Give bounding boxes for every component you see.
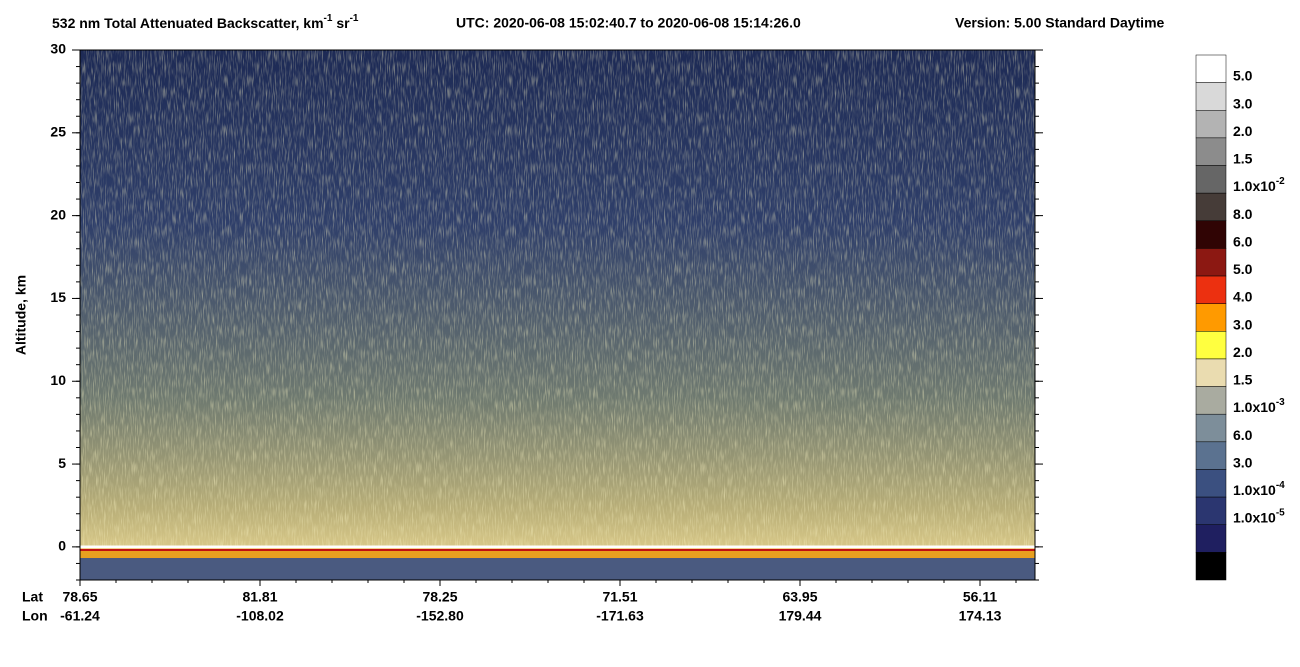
colorbar-label: 2.0 (1233, 123, 1253, 139)
y-tick-label: 25 (50, 124, 66, 140)
lon-label: 179.44 (779, 608, 822, 624)
text-part: 6.0 (1233, 427, 1253, 443)
lat-label: 56.11 (963, 589, 997, 605)
y-tick-label: 15 (50, 289, 66, 305)
colorbar-cell (1195, 248, 1227, 277)
y-tick-label: 10 (50, 372, 66, 388)
utc-range: UTC: 2020-06-08 15:02:40.7 to 2020-06-08… (456, 15, 801, 31)
y-tick-label: 20 (50, 206, 66, 222)
text-part: 1.5 (1233, 150, 1253, 166)
colorbar-cell (1195, 275, 1227, 304)
y-tick-label: 5 (58, 455, 66, 471)
colorbar-label: 5.0 (1233, 67, 1253, 83)
lon-label: -171.63 (596, 608, 644, 624)
colorbar-cell (1195, 469, 1227, 498)
lon-label: -152.80 (416, 608, 464, 624)
colorbar-cell (1195, 303, 1227, 332)
superscript: -4 (1276, 480, 1285, 491)
text-part: 3.0 (1233, 95, 1253, 111)
text-part: 1.5 (1233, 371, 1253, 387)
text-part: 8.0 (1233, 205, 1253, 221)
colorbar-label: 1.0x10-2​ (1233, 176, 1285, 194)
colorbar-cell (1195, 82, 1227, 111)
y-tick-label: 30 (50, 41, 66, 57)
text-part: sr (332, 15, 350, 31)
surface-return (80, 548, 1035, 558)
superscript: -3 (1276, 397, 1285, 408)
colorbar-cell (1195, 358, 1227, 387)
colorbar-label: 8.0 (1233, 205, 1253, 221)
colorbar-cell (1195, 137, 1227, 166)
lon-label: -61.24 (60, 608, 100, 624)
colorbar-cell (1195, 441, 1227, 470)
colorbar-label: 1.0x10-5​ (1233, 507, 1285, 525)
colorbar-cell (1195, 496, 1227, 525)
colorbar-label: 6.0 (1233, 427, 1253, 443)
y-tick-label: 0 (58, 538, 66, 554)
superscript: -1 (350, 13, 359, 24)
row-label: Lat (22, 589, 43, 605)
superscript: -1 (324, 13, 333, 24)
colorbar-label: 6.0 (1233, 233, 1253, 249)
lon-label: -108.02 (236, 608, 284, 624)
colorbar-label: 1.0x10-4​ (1233, 480, 1285, 498)
colorbar-cell (1195, 331, 1227, 360)
colorbar-label: 3.0 (1233, 316, 1253, 332)
text-part: 532 nm Total Attenuated Backscatter, km (52, 15, 324, 31)
colorbar-label: 5.0 (1233, 261, 1253, 277)
y-axis-label: Altitude, km (13, 275, 29, 355)
superscript: -2 (1276, 176, 1285, 187)
lat-label: 81.81 (242, 589, 277, 605)
text-part: 5.0 (1233, 261, 1253, 277)
colorbar-label: 1.5 (1233, 150, 1253, 166)
colorbar-cell (1195, 220, 1227, 249)
colorbar-cell (1195, 192, 1227, 222)
text-part: 1.0x10 (1233, 482, 1276, 498)
lon-label: 174.13 (959, 608, 1002, 624)
colorbar-cell (1195, 54, 1227, 83)
text-part: 5.0 (1233, 67, 1253, 83)
text-part: 6.0 (1233, 233, 1253, 249)
backscatter-texture (80, 50, 1035, 548)
lat-label: 78.25 (422, 589, 457, 605)
text-part: 2.0 (1233, 344, 1253, 360)
colorbar-label: 1.5 (1233, 371, 1253, 387)
lat-label: 63.95 (782, 589, 817, 605)
colorbar-cell (1195, 165, 1227, 194)
lat-label: 78.65 (62, 589, 97, 605)
superscript: -5 (1276, 507, 1285, 518)
colorbar-label: 1.0x10-3​ (1233, 397, 1285, 415)
row-label: Lon (22, 608, 48, 624)
version: Version: 5.00 Standard Daytime (955, 15, 1165, 31)
colorbar-cell (1195, 552, 1227, 581)
text-part: 2.0 (1233, 123, 1253, 139)
plot-area (79, 49, 1036, 581)
colorbar-label: 3.0 (1233, 454, 1253, 470)
chart-title: 532 nm Total Attenuated Backscatter, km-… (52, 13, 359, 31)
text-part: 3.0 (1233, 454, 1253, 470)
text-part: 1.0x10 (1233, 509, 1276, 525)
colorbar-cell (1195, 524, 1227, 553)
colorbar-label: 3.0 (1233, 95, 1253, 111)
text-part: 1.0x10 (1233, 178, 1276, 194)
lat-label: 71.51 (602, 589, 637, 605)
text-part: 4.0 (1233, 288, 1253, 304)
colorbar-cell (1195, 386, 1227, 415)
text-part: 1.0x10 (1233, 399, 1276, 415)
colorbar-cell (1195, 413, 1227, 443)
text-part: 3.0 (1233, 316, 1253, 332)
colorbar-label: 2.0 (1233, 344, 1253, 360)
colorbar-label: 4.0 (1233, 288, 1253, 304)
colorbar-cell (1195, 110, 1227, 139)
